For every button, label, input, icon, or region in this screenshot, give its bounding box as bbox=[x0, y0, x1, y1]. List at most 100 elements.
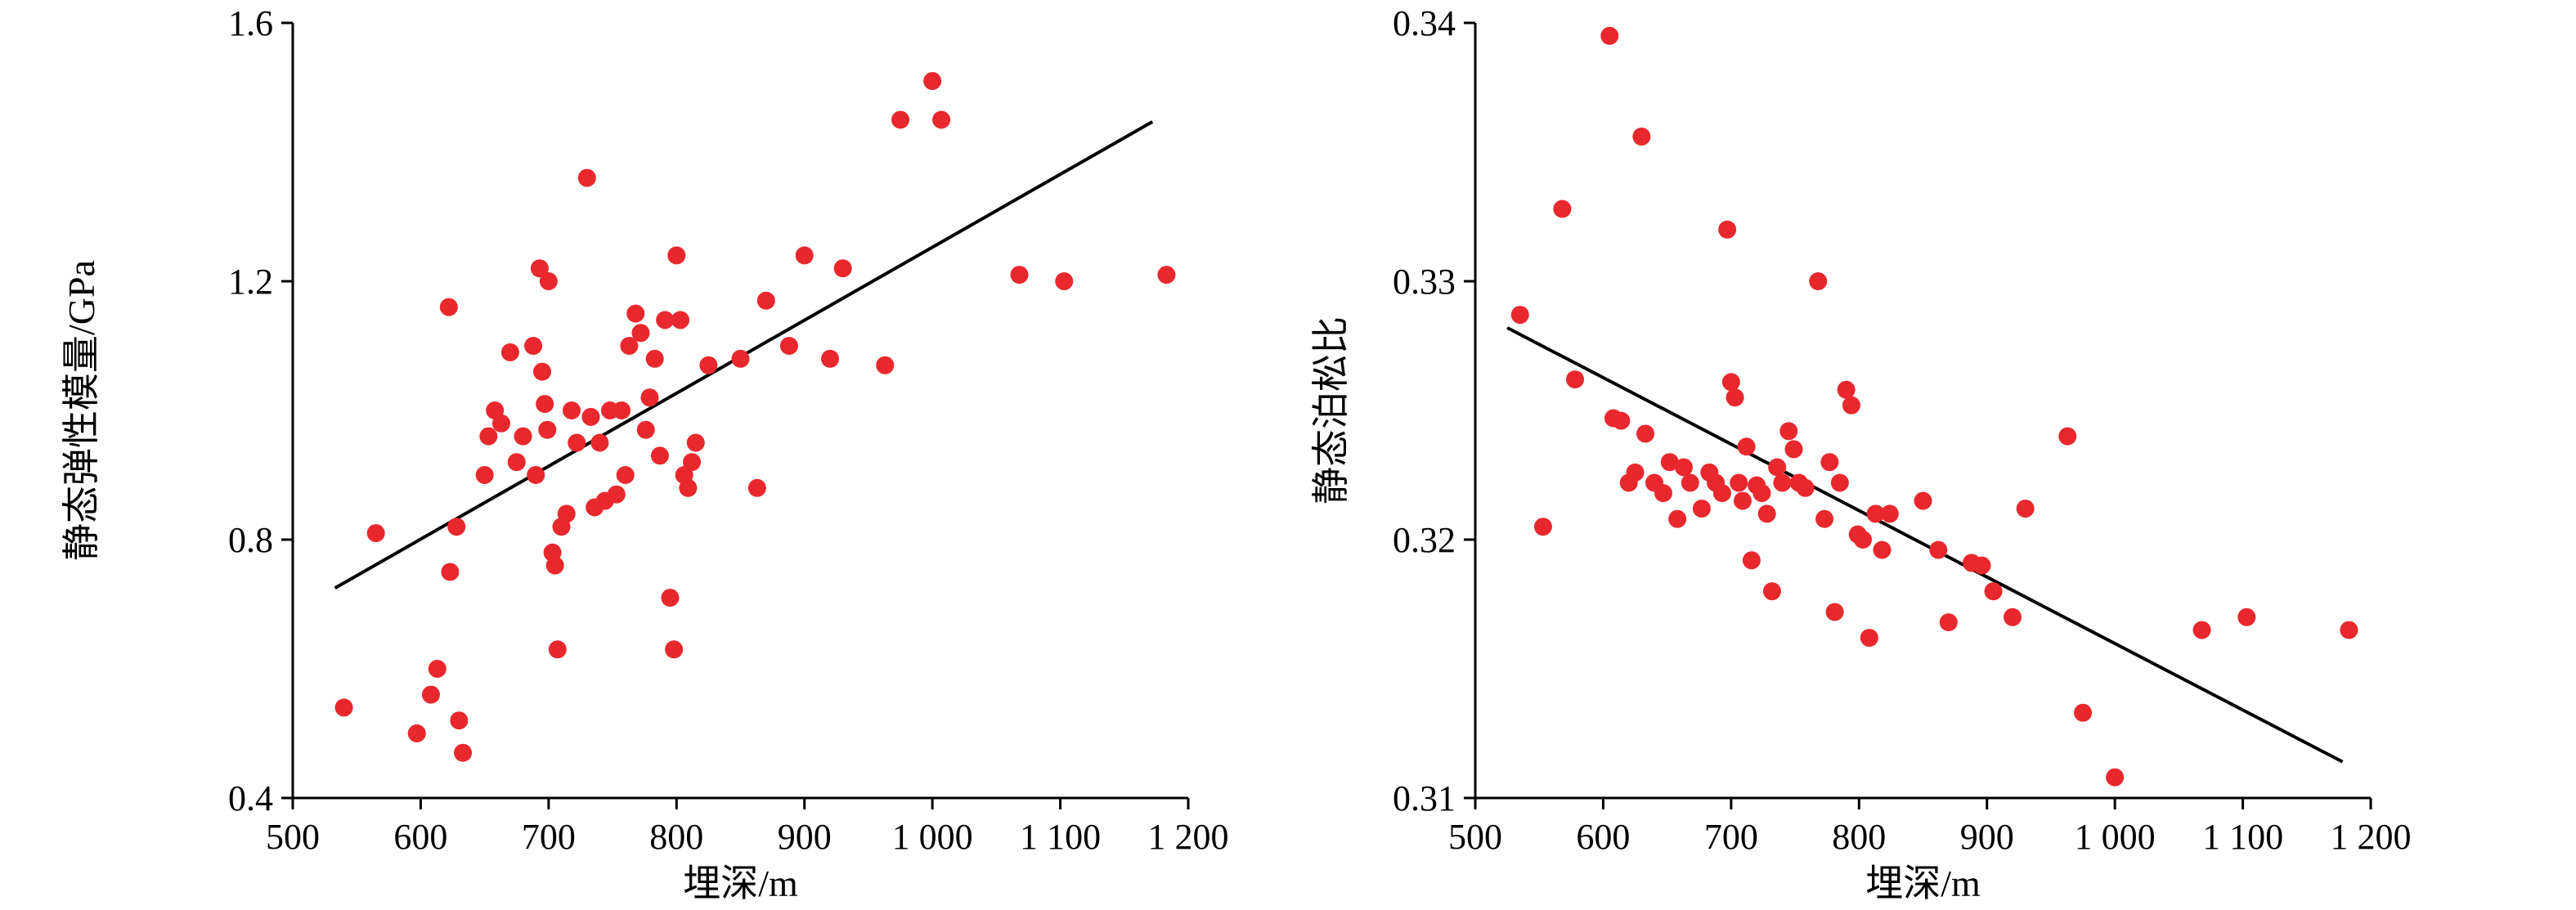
y-tick-label: 0.33 bbox=[1393, 262, 1456, 302]
data-point bbox=[1668, 509, 1687, 528]
data-point bbox=[1880, 504, 1899, 523]
data-point bbox=[2074, 703, 2093, 722]
data-point bbox=[1510, 306, 1529, 325]
data-point bbox=[2004, 607, 2022, 626]
data-point bbox=[450, 711, 469, 730]
data-point bbox=[1779, 422, 1798, 441]
data-point bbox=[645, 349, 664, 368]
data-point bbox=[1984, 582, 2003, 601]
data-point bbox=[1815, 509, 1834, 528]
data-point bbox=[656, 311, 675, 329]
y-axis-label: 静态泊松比 bbox=[1310, 316, 1352, 504]
data-point bbox=[1712, 484, 1731, 503]
x-tick-label: 700 bbox=[522, 817, 576, 857]
data-point bbox=[1820, 453, 1839, 472]
data-point bbox=[1533, 518, 1552, 536]
data-point bbox=[1809, 272, 1828, 290]
x-tick-label: 800 bbox=[1832, 817, 1886, 857]
data-point bbox=[795, 246, 814, 265]
data-point bbox=[538, 420, 557, 439]
data-point bbox=[524, 337, 543, 355]
data-point bbox=[1718, 220, 1737, 239]
data-point bbox=[683, 453, 702, 472]
data-point bbox=[665, 640, 684, 659]
data-point bbox=[1914, 491, 1932, 510]
data-point bbox=[1612, 411, 1631, 430]
data-point bbox=[479, 427, 498, 446]
data-point bbox=[1157, 266, 1176, 285]
data-point bbox=[1939, 613, 1958, 632]
data-point bbox=[671, 311, 689, 329]
data-point bbox=[475, 466, 494, 484]
data-point bbox=[1733, 491, 1752, 510]
data-point bbox=[1660, 453, 1679, 472]
data-point bbox=[2192, 621, 2211, 639]
data-point bbox=[500, 343, 519, 361]
x-tick-label: 1 200 bbox=[2331, 817, 2412, 857]
data-point bbox=[557, 504, 576, 523]
chart-canvas: 500 600 700 800 900 1 000 1 100 1 200 0.4 0.8 1.2 1… bbox=[61, 3, 1229, 904]
data-point bbox=[491, 414, 510, 433]
x-tick-label: 1 100 bbox=[2202, 817, 2283, 857]
data-point bbox=[1842, 396, 1860, 415]
y-tick-label: 0.32 bbox=[1393, 520, 1456, 560]
data-point bbox=[1553, 199, 1572, 218]
data-point bbox=[533, 362, 552, 381]
x-tick-label: 1 100 bbox=[1020, 817, 1101, 857]
data-point bbox=[334, 698, 353, 717]
data-point bbox=[1566, 370, 1585, 389]
data-point bbox=[1784, 440, 1803, 459]
data-point bbox=[2058, 427, 2077, 446]
data-point bbox=[679, 478, 698, 497]
data-point bbox=[447, 518, 466, 536]
x-tick-label: 800 bbox=[649, 817, 703, 857]
x-tick-label: 900 bbox=[778, 817, 832, 857]
data-point bbox=[1681, 473, 1699, 492]
data-point bbox=[439, 298, 458, 316]
data-point bbox=[507, 453, 526, 472]
data-point bbox=[661, 589, 680, 607]
data-point bbox=[428, 660, 447, 678]
y-tick-label: 1.2 bbox=[228, 262, 273, 302]
x-tick-label: 500 bbox=[266, 817, 320, 857]
data-point bbox=[1674, 458, 1693, 477]
data-point bbox=[876, 356, 895, 374]
data-point bbox=[1742, 551, 1761, 570]
data-point bbox=[545, 556, 564, 575]
data-point bbox=[441, 563, 460, 581]
data-point bbox=[527, 466, 545, 484]
data-point bbox=[1873, 540, 1892, 559]
data-point bbox=[1830, 473, 1849, 492]
y-tick-label: 1.6 bbox=[228, 3, 273, 43]
data-point bbox=[1632, 128, 1651, 146]
data-point bbox=[577, 168, 596, 187]
y-tick-label: 0.4 bbox=[228, 778, 273, 818]
chart-canvas: 500 600 700 800 900 1 000 1 100 1 200 0.31 0.32 0.… bbox=[1310, 3, 2412, 904]
data-point bbox=[1636, 424, 1655, 443]
data-point bbox=[1726, 388, 1744, 407]
data-point bbox=[731, 349, 750, 368]
chart-static-elastic-modulus: 500 600 700 800 900 1 000 1 100 1 200 0.4 0.8 1.2 1… bbox=[61, 3, 1229, 904]
data-point bbox=[1796, 478, 1815, 497]
data-point bbox=[1768, 458, 1787, 477]
data-point bbox=[1626, 463, 1645, 482]
data-point bbox=[667, 246, 686, 265]
x-tick-label: 500 bbox=[1448, 817, 1502, 857]
data-point bbox=[539, 272, 558, 290]
data-point bbox=[833, 259, 852, 278]
x-axis-label: 埋深/m bbox=[683, 863, 798, 904]
data-point bbox=[563, 401, 581, 419]
data-point bbox=[620, 337, 639, 355]
y-tick-label: 0.31 bbox=[1393, 778, 1456, 818]
y-axis-label: 静态弹性模量/GPa bbox=[61, 260, 102, 561]
data-point bbox=[1721, 373, 1740, 392]
data-point bbox=[514, 427, 532, 446]
data-point bbox=[1055, 272, 1074, 290]
x-tick-label: 1 200 bbox=[1148, 817, 1229, 857]
data-point bbox=[1762, 582, 1781, 601]
trend-line bbox=[1506, 326, 2344, 764]
data-point bbox=[1853, 531, 1872, 549]
data-point bbox=[686, 433, 705, 452]
data-point bbox=[1737, 437, 1756, 456]
